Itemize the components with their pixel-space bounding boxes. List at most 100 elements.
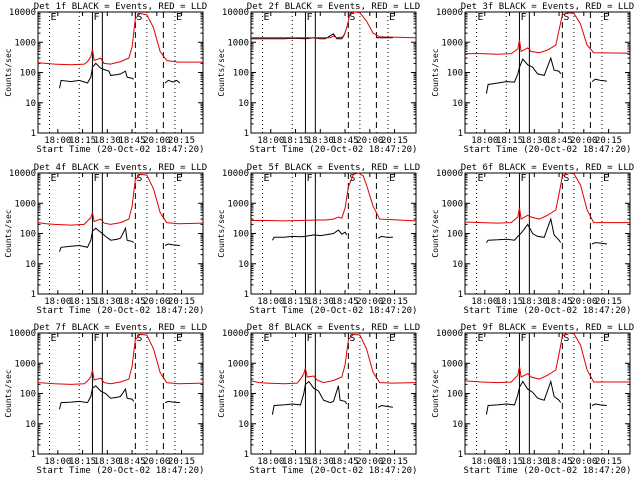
x-tick-label: 18:45: [546, 297, 573, 307]
x-tick-label: 18:45: [546, 457, 573, 467]
y-tick-label: 1000: [227, 359, 249, 369]
y-axis-label: Counts/sec: [217, 48, 226, 96]
plot-frame: [37, 332, 204, 455]
y-tick-label: 100: [447, 230, 463, 240]
y-tick-label: 100: [20, 69, 36, 79]
plot-frame: [250, 332, 417, 455]
x-tick-label: 20:00: [356, 457, 383, 467]
events-series-line: [485, 56, 607, 94]
y-tick-label: 1: [31, 290, 36, 300]
x-tick-label: 20:15: [168, 297, 195, 307]
detector-panel-6: Det 6f BLACK = Events, RED = LLD 1 10 100 10…: [431, 163, 634, 316]
y-tick-label: 10: [452, 99, 463, 109]
interval-marker-label: S: [563, 173, 569, 184]
plot-frame: [37, 11, 204, 134]
events-series-line: [251, 32, 393, 40]
lld-series-line: [251, 11, 417, 39]
panel-title: Det 8f BLACK = Events, RED = LLD: [247, 323, 420, 333]
y-axis-label: Counts/sec: [431, 369, 440, 417]
x-tick-label: 18:15: [496, 297, 523, 307]
y-tick-label: 10000: [436, 329, 463, 339]
x-tick-label: 20:15: [381, 457, 408, 467]
x-tick-label: 18:45: [119, 136, 146, 146]
panel-title: Det 1f BLACK = Events, RED = LLD: [34, 2, 207, 12]
interval-marker-label: S: [349, 173, 355, 184]
y-tick-label: 1000: [14, 199, 36, 209]
interval-marker-label: S: [349, 333, 355, 344]
x-tick-label: 20:15: [381, 136, 408, 146]
interval-marker-label: E: [389, 12, 395, 23]
detector-panel-7: Det 7f BLACK = Events, RED = LLD 1 10 100 10…: [4, 323, 207, 476]
y-axis-label: Counts/sec: [4, 369, 13, 417]
x-tick-label: 18:15: [282, 457, 309, 467]
x-tick-label: 18:45: [119, 457, 146, 467]
y-axis-label: Counts/sec: [217, 209, 226, 257]
plot-frame: [37, 172, 204, 295]
y-tick-label: 10000: [222, 169, 249, 179]
y-tick-label: 10: [25, 99, 36, 109]
y-tick-label: 10: [238, 420, 249, 430]
interval-marker-label: F: [520, 173, 526, 184]
y-tick-label: 100: [233, 390, 249, 400]
x-tick-label: 18:30: [307, 457, 334, 467]
panel-title: Det 9f BLACK = Events, RED = LLD: [461, 323, 634, 333]
x-tick-label: 20:00: [143, 457, 170, 467]
interval-marker-label: S: [349, 12, 355, 23]
plot-frame: [464, 332, 631, 455]
interval-marker-label: S: [136, 173, 142, 184]
y-tick-label: 1: [458, 290, 463, 300]
y-tick-label: 100: [233, 230, 249, 240]
interval-marker-label: E: [51, 173, 57, 184]
y-tick-label: 100: [20, 230, 36, 240]
x-tick-label: 20:00: [570, 136, 597, 146]
x-tick-label: 20:15: [168, 136, 195, 146]
interval-marker-label: E: [176, 173, 182, 184]
x-axis-label: Start Time (20-Oct-02 18:47:20): [464, 466, 632, 476]
x-tick-label: 18:45: [332, 297, 359, 307]
x-tick-label: 18:15: [282, 297, 309, 307]
x-tick-label: 18:30: [521, 457, 548, 467]
detector-panel-8: Det 8f BLACK = Events, RED = LLD 1 10 100 10…: [217, 323, 420, 476]
y-tick-label: 10: [25, 260, 36, 270]
x-tick-label: 20:15: [595, 297, 622, 307]
lld-series-line: [464, 172, 630, 224]
interval-marker-label: E: [603, 173, 609, 184]
interval-marker-label: S: [563, 333, 569, 344]
interval-marker-label: E: [389, 333, 395, 344]
y-tick-label: 1: [31, 129, 36, 139]
y-tick-label: 10: [452, 260, 463, 270]
x-tick-label: 18:15: [69, 136, 96, 146]
interval-marker-label: E: [478, 333, 484, 344]
y-axis-label: Counts/sec: [4, 209, 13, 257]
events-series-line: [271, 380, 393, 415]
x-tick-label: 20:00: [356, 297, 383, 307]
events-series-line: [485, 379, 607, 415]
x-axis-label: Start Time (20-Oct-02 18:47:20): [250, 306, 418, 316]
y-tick-label: 1: [244, 450, 249, 460]
interval-marker-label: E: [389, 173, 395, 184]
y-tick-label: 10: [238, 99, 249, 109]
x-tick-label: 18:30: [307, 297, 334, 307]
x-tick-label: 18:15: [496, 136, 523, 146]
panel-title: Det 2f BLACK = Events, RED = LLD: [247, 2, 420, 12]
y-tick-label: 1: [31, 450, 36, 460]
plot-frame: [464, 172, 631, 295]
interval-marker-label: S: [136, 333, 142, 344]
lld-series-line: [37, 333, 204, 385]
interval-marker-label: F: [306, 333, 312, 344]
x-tick-label: 18:45: [332, 136, 359, 146]
y-tick-label: 1000: [441, 359, 463, 369]
detector-panel-3: Det 3f BLACK = Events, RED = LLD 1 10 100 10…: [431, 2, 634, 155]
plot-frame: [464, 11, 631, 134]
y-tick-label: 1000: [227, 38, 249, 48]
y-tick-label: 10: [452, 420, 463, 430]
x-tick-label: 18:30: [94, 457, 121, 467]
x-tick-label: 18:00: [44, 136, 71, 146]
plot-frame: [250, 11, 417, 134]
x-tick-label: 18:00: [471, 136, 498, 146]
x-tick-label: 18:30: [94, 136, 121, 146]
y-tick-label: 10000: [222, 8, 249, 18]
interval-marker-label: E: [51, 12, 57, 23]
interval-marker-label: E: [264, 173, 270, 184]
interval-marker-label: S: [136, 12, 142, 23]
